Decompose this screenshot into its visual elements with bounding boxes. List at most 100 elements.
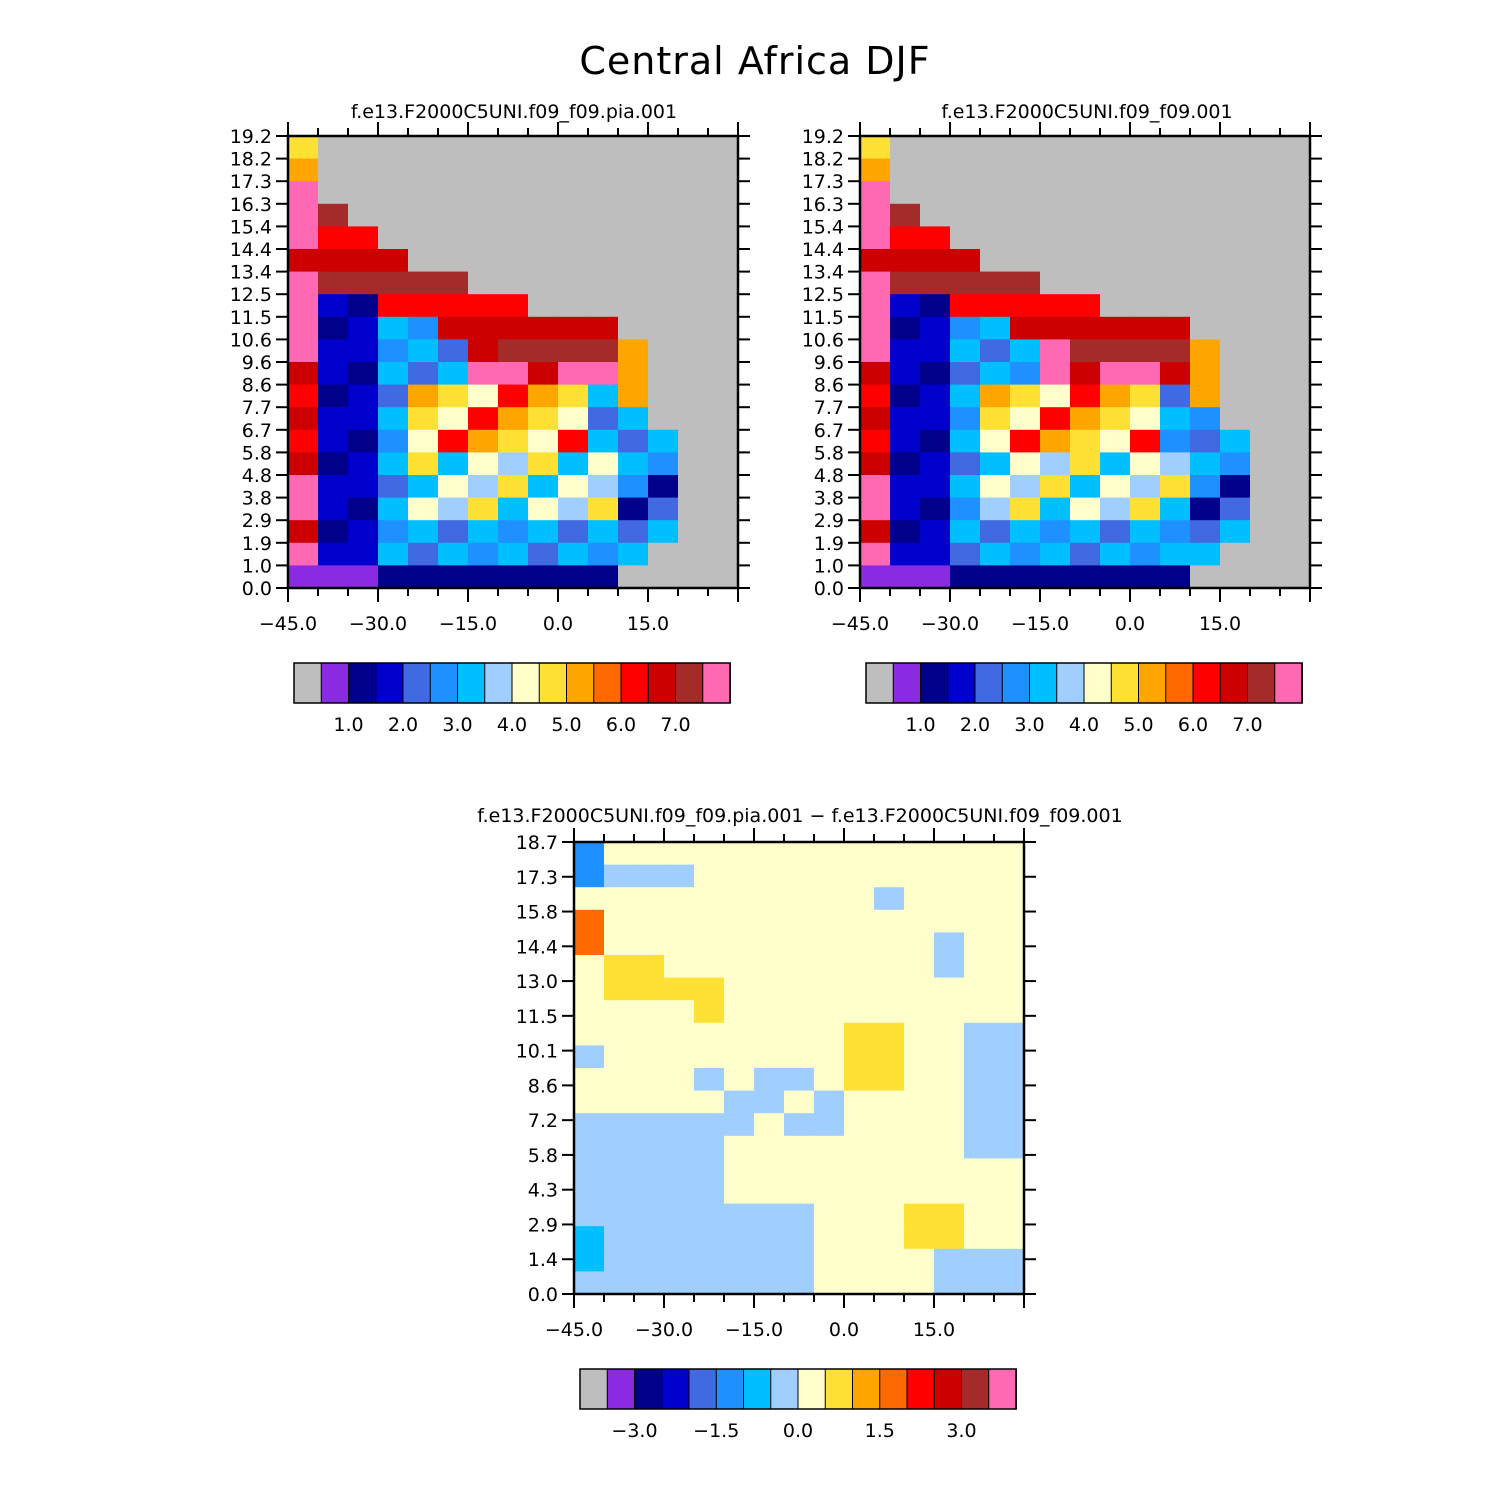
heatmap-cell <box>950 542 981 566</box>
panel-1: f.e13.F2000C5UNI.f09_f09.pia.001 0.01.01… <box>230 101 750 736</box>
heatmap-cell <box>574 977 605 1001</box>
heatmap-cell <box>318 316 349 340</box>
heatmap-cell <box>1040 520 1071 544</box>
heatmap-cell <box>318 565 349 589</box>
heatmap-cell <box>1100 181 1131 205</box>
heatmap-cell <box>1010 136 1041 160</box>
heatmap-cell <box>904 1158 935 1182</box>
heatmap-cell <box>318 475 349 499</box>
heatmap-cell <box>604 932 635 956</box>
heatmap-cell <box>980 542 1011 566</box>
heatmap-cell <box>1250 294 1281 318</box>
heatmap-cell <box>1220 158 1251 182</box>
heatmap-cell <box>288 294 319 318</box>
colorbar-swatch <box>770 1368 799 1410</box>
heatmap-cell <box>634 1203 665 1227</box>
heatmap-cell <box>708 520 739 544</box>
heatmap-cell <box>438 271 469 295</box>
heatmap-cell <box>288 249 319 273</box>
heatmap-cell <box>648 158 679 182</box>
panel-2-title: f.e13.F2000C5UNI.f09_f09.001 <box>941 101 1232 123</box>
heatmap-cell <box>288 203 319 227</box>
heatmap-cell <box>934 1248 965 1272</box>
heatmap-cell <box>498 203 529 227</box>
heatmap-cell <box>890 181 921 205</box>
heatmap-cell <box>1160 565 1191 589</box>
colorbar-swatch <box>906 1368 936 1410</box>
heatmap-cell <box>498 316 529 340</box>
heatmap-cell <box>724 887 755 911</box>
heatmap-cell <box>378 181 409 205</box>
heatmap-cell <box>288 384 319 408</box>
colorbar-label: 3.0 <box>1014 714 1044 736</box>
heatmap-cell <box>378 407 409 431</box>
heatmap-cell <box>950 565 981 589</box>
y-tick-label: 2.9 <box>242 510 272 532</box>
heatmap-cell <box>950 384 981 408</box>
heatmap-cell <box>904 932 935 956</box>
heatmap-cell <box>618 203 649 227</box>
heatmap-cell <box>574 1271 605 1295</box>
heatmap-cell <box>1190 452 1221 476</box>
heatmap-cell <box>1280 475 1311 499</box>
heatmap-cell <box>1280 158 1311 182</box>
heatmap-cell <box>890 203 921 227</box>
y-tick-label: 14.4 <box>230 239 272 261</box>
heatmap-cell <box>754 1090 785 1114</box>
heatmap-cell <box>784 1045 815 1069</box>
heatmap-cell <box>664 842 695 866</box>
heatmap-cell <box>724 1248 755 1272</box>
heatmap-cell <box>1100 384 1131 408</box>
heatmap-cell <box>784 1248 815 1272</box>
colorbar-swatch <box>566 662 595 704</box>
heatmap-cell <box>1130 316 1161 340</box>
y-tick-label: 8.6 <box>814 375 844 397</box>
heatmap-cell <box>754 1248 785 1272</box>
heatmap-cell <box>558 497 589 521</box>
y-tick-label: 4.8 <box>814 465 844 487</box>
heatmap-cell <box>844 932 875 956</box>
heatmap-cell <box>784 1135 815 1159</box>
heatmap-cell <box>708 271 739 295</box>
heatmap-cell <box>528 226 559 250</box>
heatmap-cell <box>378 158 409 182</box>
x-tick-label: −45.0 <box>259 613 317 635</box>
heatmap-cell <box>664 955 695 979</box>
heatmap-cell <box>694 977 725 1001</box>
y-tick-label: 6.7 <box>814 420 844 442</box>
heatmap-cell <box>528 542 559 566</box>
heatmap-cell <box>904 1271 935 1295</box>
heatmap-cell <box>664 932 695 956</box>
heatmap-cell <box>860 475 891 499</box>
heatmap-cell <box>814 1068 845 1092</box>
heatmap-cell <box>964 1226 995 1250</box>
heatmap-cell <box>648 226 679 250</box>
heatmap-cell <box>468 452 499 476</box>
heatmap-cell <box>904 864 935 888</box>
heatmap-cell <box>438 452 469 476</box>
heatmap-cell <box>1130 158 1161 182</box>
heatmap-cell <box>814 955 845 979</box>
heatmap-cell <box>664 1068 695 1092</box>
y-tick-label: 10.6 <box>802 329 844 351</box>
colorbar-label: 6.0 <box>1178 714 1208 736</box>
heatmap-cell <box>1220 452 1251 476</box>
heatmap-cell <box>934 1226 965 1250</box>
heatmap-cell <box>694 1158 725 1182</box>
heatmap-cell <box>1280 203 1311 227</box>
heatmap-cell <box>498 565 529 589</box>
heatmap-cell <box>920 384 951 408</box>
heatmap-cell <box>1010 271 1041 295</box>
heatmap-cell <box>648 316 679 340</box>
heatmap-cell <box>318 384 349 408</box>
heatmap-cell <box>1070 362 1101 386</box>
heatmap-cell <box>860 249 891 273</box>
heatmap-cell <box>754 977 785 1001</box>
colorbar-swatch <box>688 1368 718 1410</box>
heatmap-cell <box>408 339 439 363</box>
heatmap-cell <box>648 497 679 521</box>
heatmap-cell <box>1130 407 1161 431</box>
heatmap-cell <box>588 249 619 273</box>
heatmap-cell <box>648 362 679 386</box>
